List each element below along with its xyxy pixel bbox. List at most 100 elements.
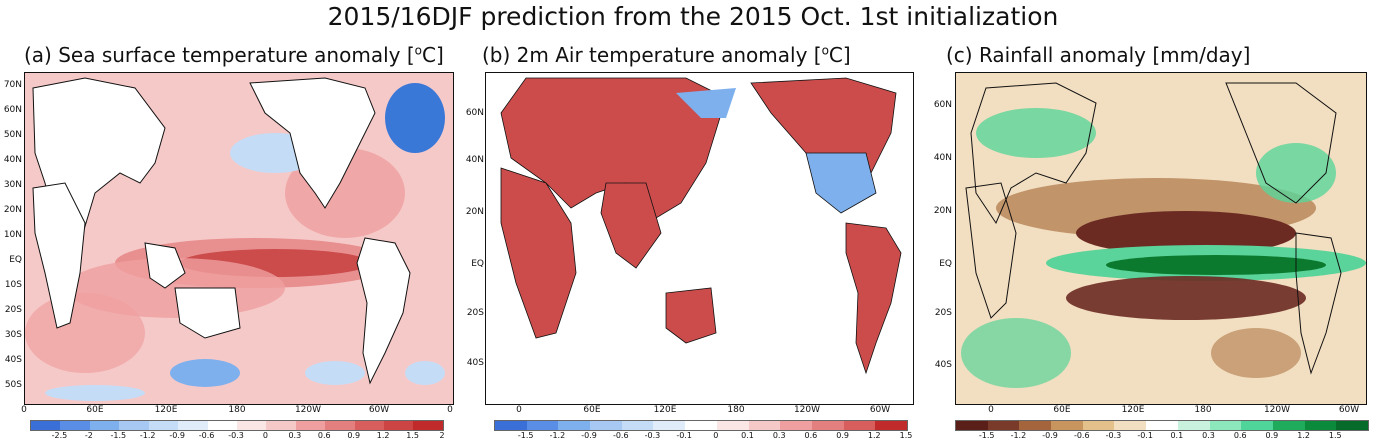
colorbar-label: 1.5 xyxy=(406,431,419,440)
lon-label: 60W xyxy=(1338,405,1360,415)
lon-label: 60E xyxy=(583,405,601,415)
colorbar-label: -0.3 xyxy=(228,431,244,440)
colorbar-label: -0.3 xyxy=(1105,431,1122,440)
colorbar-label: 0.9 xyxy=(836,431,849,440)
colorbar-swatch xyxy=(325,421,355,430)
colorbar-label: 1.2 xyxy=(867,431,881,440)
lat-label: EQ xyxy=(939,259,952,269)
figure-title: 2015/16DJF prediction from the 2015 Oct.… xyxy=(327,2,1059,31)
panel-a-title: (a) Sea surface temperature anomaly [oC] xyxy=(24,43,444,67)
colorbar-label: -0.1 xyxy=(1137,431,1153,440)
colorbar-label: 0.1 xyxy=(1170,431,1184,440)
colorbar-swatch xyxy=(89,421,120,430)
colorbar-label: -2 xyxy=(84,431,93,440)
colorbar-swatch xyxy=(495,421,527,430)
colorbar-label: -0.9 xyxy=(581,431,597,440)
colorbar-label: 0.6 xyxy=(804,431,818,440)
colorbar-label: 0.9 xyxy=(1265,431,1279,440)
colorbar-label: -1.2 xyxy=(1010,431,1027,440)
lat-label: 20N xyxy=(465,207,484,217)
colorbar-swatch xyxy=(236,421,267,430)
panel-c-colorbar xyxy=(955,420,1369,431)
colorbar-label: 0.6 xyxy=(317,431,331,440)
colorbar-swatch xyxy=(207,421,237,430)
colorbar-label: 0 xyxy=(713,431,719,440)
lon-label: 120W xyxy=(793,405,821,415)
lon-label: 60W xyxy=(869,405,891,415)
colorbar-label: -1.2 xyxy=(549,431,566,440)
colorbar-swatch xyxy=(266,421,296,430)
colorbar-swatch xyxy=(843,421,876,430)
lat-label: 40N xyxy=(933,153,952,163)
lat-label: 40N xyxy=(465,155,484,165)
lon-label: 180 xyxy=(727,405,745,415)
lat-label: 60N xyxy=(465,108,484,118)
colorbar-label: 0 xyxy=(262,431,268,440)
colorbar-label: 0.6 xyxy=(1233,431,1247,440)
lat-label: 20S xyxy=(4,305,22,315)
colorbar-swatch xyxy=(811,421,844,430)
colorbar-swatch xyxy=(31,421,61,430)
colorbar-label: -2.5 xyxy=(51,431,68,440)
colorbar-swatch xyxy=(748,421,781,430)
colorbar-swatch xyxy=(685,421,717,430)
colorbar-label: 0.1 xyxy=(741,431,754,440)
colorbar-label: 2 xyxy=(439,431,445,440)
colorbar-label: -0.6 xyxy=(198,431,215,440)
colorbar-swatch xyxy=(148,421,179,430)
panel-a-colorbar xyxy=(30,420,444,431)
lat-label: 10S xyxy=(4,280,22,290)
panel-b-colorbar xyxy=(494,420,908,431)
lat-label: 10N xyxy=(3,230,22,240)
colorbar-swatch xyxy=(1209,421,1242,430)
lon-label: 120W xyxy=(294,405,322,415)
colorbar-swatch xyxy=(716,421,749,430)
colorbar-swatch xyxy=(60,421,90,430)
colorbar-label: -0.6 xyxy=(1073,431,1090,440)
lon-label: 60W xyxy=(368,405,390,415)
colorbar-label: -0.9 xyxy=(1042,431,1058,440)
lat-label: 50N xyxy=(3,130,22,140)
colorbar-label: 0.3 xyxy=(772,431,786,440)
colorbar-swatch xyxy=(119,421,149,430)
colorbar-swatch xyxy=(354,421,385,430)
colorbar-swatch xyxy=(384,421,414,430)
colorbar-label: -1.5 xyxy=(517,431,534,440)
colorbar-label: -1.5 xyxy=(110,431,127,440)
panel-c-map xyxy=(955,72,1367,405)
colorbar-label: 1.2 xyxy=(376,431,390,440)
colorbar-swatch xyxy=(621,421,654,430)
colorbar-swatch xyxy=(1336,421,1368,430)
panel-b-title: (b) 2m Air temperature anomaly [oC] xyxy=(482,43,851,67)
colorbar-swatch xyxy=(1114,421,1147,430)
colorbar-swatch xyxy=(178,421,208,430)
lat-label: 20S xyxy=(466,308,484,318)
colorbar-swatch xyxy=(526,421,559,430)
colorbar-swatch xyxy=(1241,421,1273,430)
colorbar-label: 0.9 xyxy=(347,431,361,440)
lat-label: 30N xyxy=(3,180,22,190)
colorbar-swatch xyxy=(1304,421,1337,430)
colorbar-label: 0.3 xyxy=(1202,431,1215,440)
lat-label: 40S xyxy=(4,355,22,365)
lat-label: 50S xyxy=(4,380,22,390)
lon-label: 120E xyxy=(154,405,178,415)
lat-label: 20S xyxy=(934,308,952,318)
colorbar-swatch xyxy=(780,421,812,430)
panel-a-map xyxy=(24,72,454,405)
colorbar-label: 1.5 xyxy=(1328,431,1342,440)
lon-label: 0 xyxy=(447,405,453,415)
colorbar-swatch xyxy=(413,421,443,430)
colorbar-label: -0.3 xyxy=(644,431,661,440)
lat-label: 20N xyxy=(933,206,952,216)
colorbar-swatch xyxy=(1146,421,1178,430)
lon-label: 60E xyxy=(86,405,104,415)
lon-label: 0 xyxy=(516,405,522,415)
colorbar-swatch xyxy=(1082,421,1115,430)
lat-label: 70N xyxy=(3,80,22,90)
lat-label: 60N xyxy=(3,105,22,115)
lon-label: 180 xyxy=(1194,405,1212,415)
colorbar-label: -1.2 xyxy=(139,431,156,440)
colorbar-label: 0.3 xyxy=(288,431,302,440)
lat-label: EQ xyxy=(471,259,484,269)
